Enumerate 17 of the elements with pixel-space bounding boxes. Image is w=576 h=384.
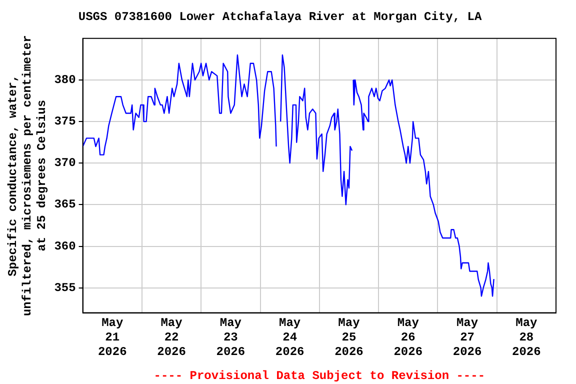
x-tick-label: May 25 2026 bbox=[334, 316, 364, 359]
x-tick-label: May 26 2026 bbox=[394, 316, 423, 359]
text: ---- Provisional Data Subject to Revision ---- bbox=[154, 369, 486, 383]
y-tick-label: 365 bbox=[54, 198, 76, 212]
x-tick-label: May 21 2026 bbox=[98, 316, 127, 359]
y-tick-label: 355 bbox=[54, 280, 76, 295]
x-tick-label: May 27 2026 bbox=[452, 316, 482, 359]
x-tick-label: May 28 2026 bbox=[512, 316, 541, 359]
y-tick-label: 370 bbox=[54, 156, 76, 170]
x-tick-label: May 24 2026 bbox=[275, 316, 304, 359]
chart-title: USGS 07381600 Lower Atchafalaya River at Morgan City, LA bbox=[78, 10, 482, 24]
y-axis-title: Specific conductance, water, unfiltered, microsiemens per centimeter at 25 degrees Celsius bbox=[6, 35, 50, 316]
y-tick-label: 360 bbox=[54, 239, 76, 254]
x-tick-label: May 23 2026 bbox=[216, 316, 246, 359]
y-tick-label: 380 bbox=[54, 72, 76, 87]
y-tick-label: 375 bbox=[54, 114, 76, 129]
x-tick-label: May 22 2026 bbox=[157, 316, 186, 359]
